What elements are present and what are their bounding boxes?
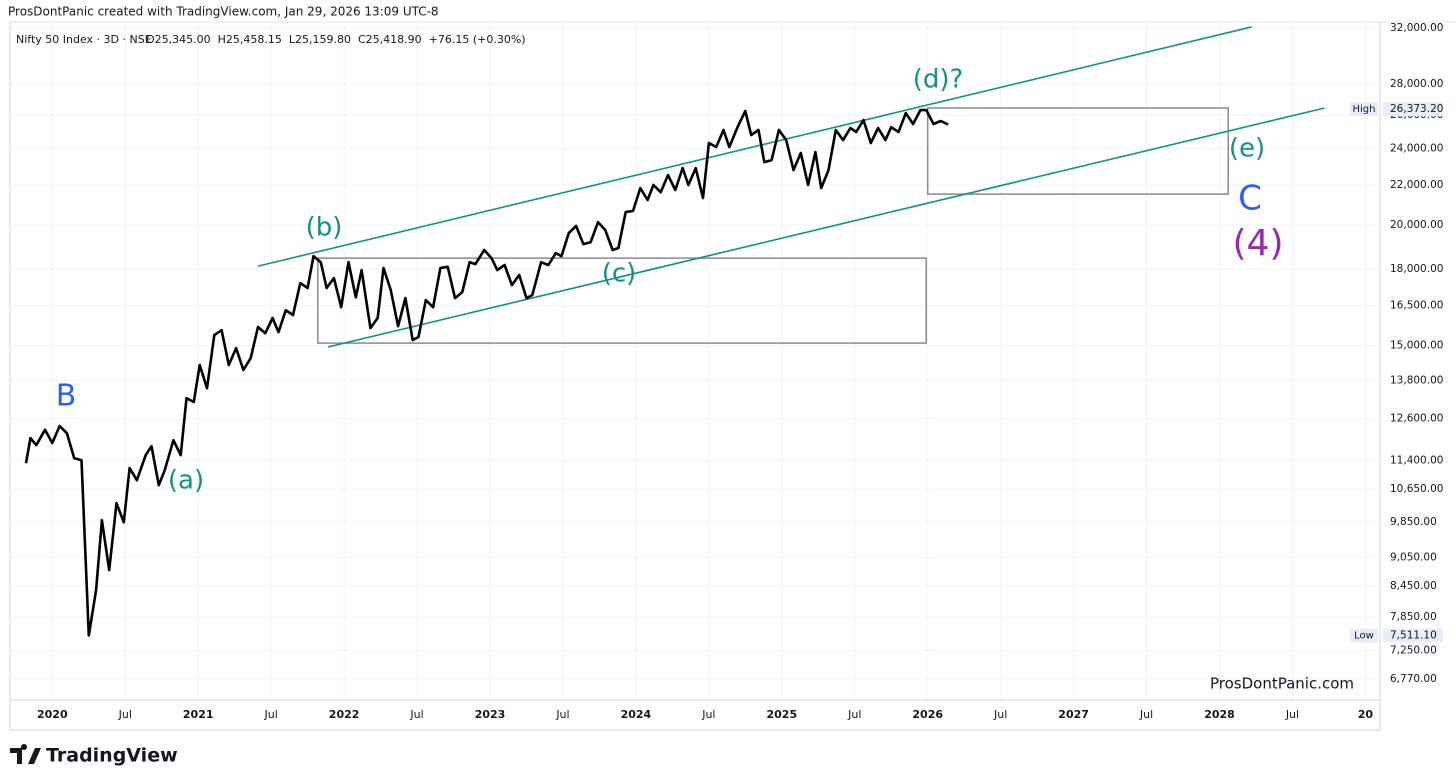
- y-tick-label: 15,000.00: [1390, 340, 1443, 352]
- y-tick-label: 8,450.00: [1390, 580, 1437, 592]
- wave-label: C: [1238, 179, 1262, 219]
- y-tick-label: 7,850.00: [1390, 611, 1437, 623]
- y-tick-label: 13,800.00: [1390, 375, 1443, 387]
- wave-label: (b): [306, 213, 343, 243]
- y-tick-label: 11,400.00: [1390, 455, 1443, 467]
- x-tick-label: Jul: [118, 708, 132, 721]
- wave-label: (d)?: [913, 65, 964, 95]
- wave-label: (4): [1233, 223, 1284, 264]
- y-tick-label: 20,000.00: [1390, 219, 1443, 231]
- y-tick-label: 24,000.00: [1390, 143, 1443, 155]
- x-tick-label: 2028: [1204, 708, 1235, 721]
- x-tick-label: Jul: [993, 708, 1007, 721]
- grid: [10, 22, 1380, 700]
- high-label-bg: [1350, 102, 1378, 117]
- x-tick-label: Jul: [847, 708, 861, 721]
- range-box: [317, 257, 928, 344]
- x-tick-label: 2020: [37, 708, 68, 721]
- x-tick-label: 2027: [1058, 708, 1089, 721]
- x-tick-label: 2023: [475, 708, 506, 721]
- wave-label: B: [56, 379, 77, 414]
- x-tick-label: Jul: [555, 708, 569, 721]
- wave-label: (c): [602, 259, 637, 289]
- x-tick-label: 2022: [329, 708, 360, 721]
- x-tick-label: Jul: [1139, 708, 1153, 721]
- y-tick-label: 28,000.00: [1390, 78, 1443, 90]
- credit: ProsDontPanic created with TradingView.c…: [8, 5, 439, 19]
- wave-label: (a): [168, 466, 204, 496]
- high-value-bg: [1383, 102, 1443, 117]
- y-tick-label: 6,770.00: [1390, 673, 1437, 685]
- x-tick-label: Jul: [701, 708, 715, 721]
- brand: TradingView: [46, 745, 178, 767]
- high-value: 26,373.20: [1390, 103, 1443, 115]
- y-tick-label: 32,000.00: [1390, 22, 1443, 34]
- logo: [10, 743, 41, 764]
- x-tick-label: 20: [1358, 708, 1374, 721]
- trend-line: [257, 26, 1252, 267]
- wave-label: (e): [1229, 134, 1265, 164]
- y-tick-label: 9,850.00: [1390, 516, 1437, 528]
- high-label: High: [1353, 104, 1376, 115]
- y-tick-label: 18,000.00: [1390, 263, 1443, 275]
- low-value: 7,511.10: [1390, 630, 1437, 642]
- y-tick-label: 9,050.00: [1390, 551, 1437, 563]
- x-tick-label: 2025: [766, 708, 797, 721]
- y-tick-label: 12,600.00: [1390, 413, 1443, 425]
- symbol: Nifty 50 Index · 3D · NSE: [16, 33, 152, 46]
- low-label: Low: [1354, 631, 1374, 642]
- y-tick-label: 22,000.00: [1390, 179, 1443, 191]
- range-box: [926, 107, 1230, 195]
- price-line: [24, 108, 949, 637]
- plot: [24, 26, 1325, 637]
- x-tick-label: Jul: [409, 708, 423, 721]
- x-tick-label: Jul: [1285, 708, 1299, 721]
- y-tick-label: 7,250.00: [1390, 644, 1437, 656]
- quote: O25,345.00 H25,458.15 L25,159.80 C25,418…: [146, 33, 526, 46]
- x-tick-label: 2024: [621, 708, 652, 721]
- x-tick-label: 2026: [912, 708, 943, 721]
- watermark: ProsDontPanic.com: [1210, 675, 1354, 693]
- x-tick-label: 2021: [183, 708, 214, 721]
- trend-line: [327, 107, 1325, 348]
- y-tick-label: 16,500.00: [1390, 300, 1443, 312]
- y-tick-label: 10,650.00: [1390, 483, 1443, 495]
- x-tick-label: Jul: [264, 708, 278, 721]
- low-label-bg: [1350, 628, 1378, 643]
- low-value-bg: [1383, 628, 1443, 643]
